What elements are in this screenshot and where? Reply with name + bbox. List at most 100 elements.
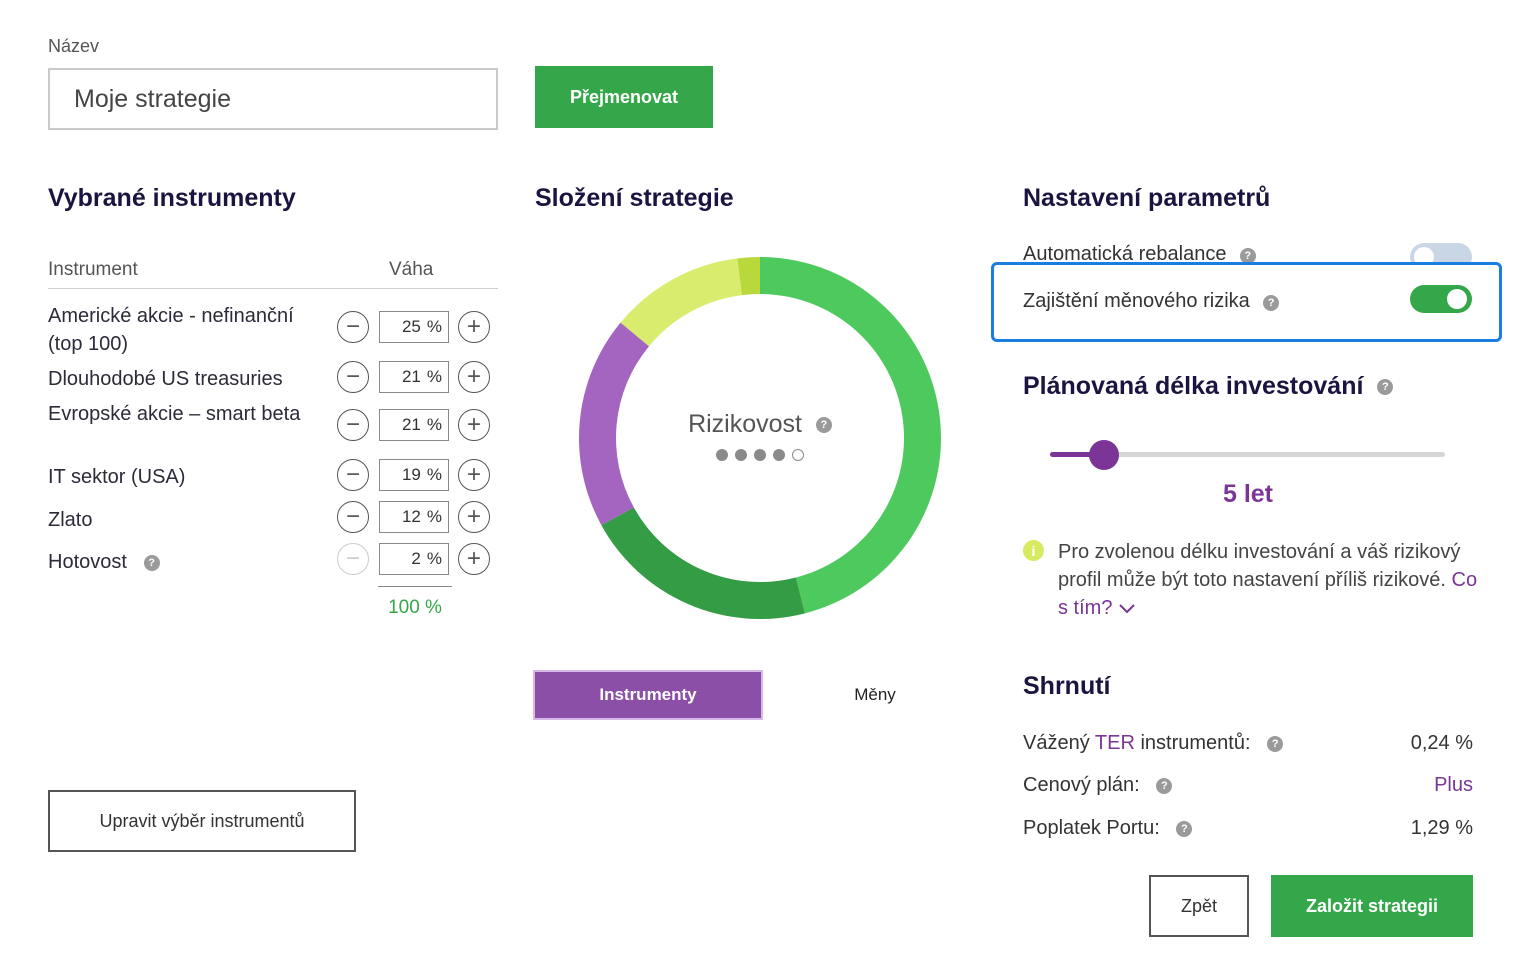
weight-unit: % — [426, 317, 442, 336]
weight-input[interactable]: 21% — [379, 361, 449, 393]
currency-hedge-label: Zajištění měnového rizika — [1023, 290, 1250, 312]
increase-weight-button[interactable]: + — [458, 459, 490, 491]
decrease-weight-button[interactable]: − — [337, 361, 369, 393]
risk-dot — [773, 449, 785, 461]
table-header-divider — [48, 288, 498, 289]
risk-level-indicator — [716, 449, 804, 461]
auto-rebalance-row: Automatická rebalance ? — [1023, 243, 1483, 264]
tab-instruments[interactable]: Instrumenty — [533, 670, 763, 720]
summary-row-fee: Poplatek Portu: ? 1,29 % — [1023, 817, 1473, 839]
minus-icon: − — [345, 411, 360, 438]
risk-dot — [735, 449, 747, 461]
weight-input[interactable]: 2% — [379, 543, 449, 575]
plus-icon: + — [466, 411, 481, 438]
risk-warning: Pro zvolenou délku investování a váš riz… — [1058, 541, 1478, 619]
horizon-slider-track[interactable] — [1050, 452, 1445, 457]
increase-weight-button[interactable]: + — [458, 501, 490, 533]
info-icon: i — [1023, 540, 1044, 561]
help-icon[interactable]: ? — [815, 417, 832, 434]
summary-row-ter: Vážený TER instrumentů: ? 0,24 % — [1023, 732, 1473, 754]
weight-value: 19 — [401, 465, 421, 484]
back-button[interactable]: Zpět — [1149, 875, 1249, 937]
tab-currencies[interactable]: Měny — [854, 685, 896, 704]
weight-unit: % — [426, 465, 442, 484]
plus-icon: + — [466, 313, 481, 340]
weight-input[interactable]: 25% — [379, 311, 449, 343]
minus-icon: − — [345, 545, 360, 572]
decrease-weight-button[interactable]: − — [337, 501, 369, 533]
edit-instruments-button[interactable]: Upravit výběr instrumentů — [48, 790, 356, 852]
help-icon[interactable]: ? — [1263, 294, 1280, 311]
weight-value: 25 — [401, 317, 421, 336]
risk-dot — [716, 449, 728, 461]
auto-rebalance-toggle[interactable] — [1410, 243, 1472, 264]
help-icon[interactable]: ? — [1267, 735, 1284, 752]
donut-segment — [601, 507, 806, 619]
weight-unit: % — [426, 549, 442, 568]
instrument-column-header: Instrument — [48, 259, 138, 280]
sum-divider — [378, 586, 452, 587]
help-icon[interactable]: ? — [143, 554, 160, 571]
donut-segment — [579, 322, 650, 526]
help-icon[interactable]: ? — [1176, 820, 1193, 837]
donut-segment — [620, 258, 742, 347]
weight-input[interactable]: 12% — [379, 501, 449, 533]
instrument-name: Zlato — [48, 509, 93, 531]
composition-title: Složení strategie — [535, 184, 734, 212]
minus-icon: − — [345, 503, 360, 530]
instrument-name: Dlouhodobé US treasuries — [48, 368, 283, 390]
decrease-weight-button[interactable]: − — [337, 543, 369, 575]
weight-unit: % — [426, 415, 442, 434]
ter-term[interactable]: TER — [1094, 732, 1135, 754]
minus-icon: − — [345, 363, 360, 390]
donut-segment — [737, 257, 760, 296]
auto-rebalance-label: Automatická rebalance — [1023, 243, 1227, 264]
instrument-name: Evropské akcie – smart beta — [48, 403, 301, 425]
weight-value: 12 — [401, 507, 421, 526]
weight-input[interactable]: 19% — [379, 459, 449, 491]
help-icon[interactable]: ? — [1239, 247, 1256, 264]
ter-value: 0,24 % — [1410, 732, 1473, 754]
currency-hedge-toggle[interactable] — [1410, 285, 1472, 313]
weight-column-header: Váha — [389, 259, 434, 280]
risk-dot — [792, 449, 804, 461]
help-icon[interactable]: ? — [1156, 777, 1173, 794]
decrease-weight-button[interactable]: − — [337, 409, 369, 441]
minus-icon: − — [345, 461, 360, 488]
weight-unit: % — [426, 507, 442, 526]
currency-hedge-row: Zajištění měnového rizika ? — [1023, 290, 1280, 313]
parameters-title: Nastavení parametrů — [1023, 184, 1271, 212]
donut-segment — [760, 257, 941, 438]
increase-weight-button[interactable]: + — [458, 361, 490, 393]
what-to-do-link[interactable]: Co s tím? — [1058, 569, 1478, 619]
horizon-slider-handle[interactable] — [1089, 440, 1119, 470]
create-strategy-button[interactable]: Založit strategii — [1271, 875, 1473, 937]
rename-button[interactable]: Přejmenovat — [535, 66, 713, 128]
weight-unit: % — [426, 367, 442, 386]
chevron-down-icon — [1119, 604, 1135, 614]
risk-dot — [754, 449, 766, 461]
increase-weight-button[interactable]: + — [458, 543, 490, 575]
weight-value: 2 — [411, 549, 421, 568]
minus-icon: − — [345, 313, 360, 340]
weight-value: 21 — [401, 367, 421, 386]
instrument-name: IT sektor (USA) — [48, 466, 186, 488]
composition-donut-chart — [579, 257, 941, 619]
plus-icon: + — [466, 545, 481, 572]
plan-value[interactable]: Plus — [1434, 774, 1473, 796]
weight-input[interactable]: 21% — [379, 409, 449, 441]
strategy-name-input[interactable] — [48, 68, 498, 130]
decrease-weight-button[interactable]: − — [337, 459, 369, 491]
plus-icon: + — [466, 363, 481, 390]
help-icon[interactable]: ? — [1377, 379, 1394, 396]
increase-weight-button[interactable]: + — [458, 409, 490, 441]
increase-weight-button[interactable]: + — [458, 311, 490, 343]
instrument-name: Americké akcie - nefinanční (top 100) — [48, 305, 294, 355]
total-weight: 100 % — [388, 597, 442, 618]
horizon-value: 5 let — [1222, 480, 1274, 508]
risk-label: Rizikovost ? — [640, 410, 880, 439]
plus-icon: + — [466, 461, 481, 488]
summary-title: Shrnutí — [1023, 672, 1111, 700]
decrease-weight-button[interactable]: − — [337, 311, 369, 343]
donut-segment — [795, 438, 941, 614]
